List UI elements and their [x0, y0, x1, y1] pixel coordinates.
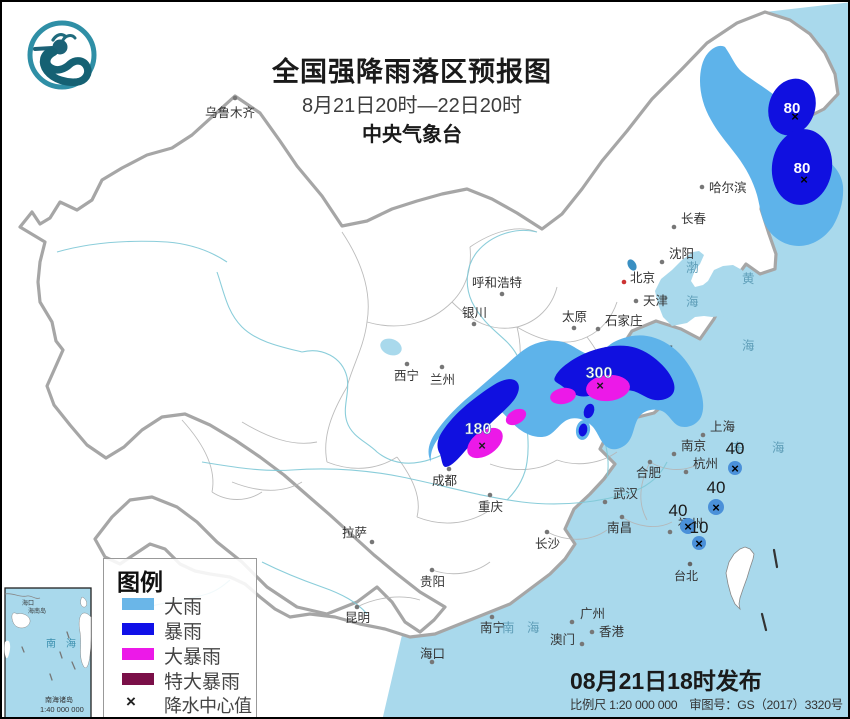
svg-text:合肥: 合肥: [636, 465, 662, 480]
svg-text:长春: 长春: [681, 212, 707, 226]
svg-text:180: 180: [465, 421, 492, 438]
svg-text:×: ×: [731, 461, 739, 476]
svg-text:上海: 上海: [710, 419, 736, 434]
svg-text:武汉: 武汉: [613, 487, 639, 501]
svg-text:香港: 香港: [599, 625, 625, 639]
svg-text:南海诸岛: 南海诸岛: [45, 695, 73, 704]
svg-text:×: ×: [791, 109, 799, 124]
svg-text:天津: 天津: [643, 294, 668, 308]
svg-text:×: ×: [800, 172, 808, 187]
svg-text:10: 10: [690, 518, 709, 537]
svg-text:拉萨: 拉萨: [342, 525, 367, 540]
svg-text:南 海: 南 海: [46, 637, 76, 650]
svg-text:海: 海: [686, 294, 699, 309]
svg-text:黄: 黄: [742, 272, 755, 286]
svg-text:贵阳: 贵阳: [420, 575, 445, 589]
svg-text:太原: 太原: [562, 309, 587, 324]
svg-text:40: 40: [707, 478, 726, 497]
svg-text:海口: 海口: [420, 646, 445, 661]
svg-text:40: 40: [726, 439, 745, 458]
svg-text:南昌: 南昌: [607, 520, 632, 535]
svg-text:×: ×: [478, 438, 486, 453]
svg-text:重庆: 重庆: [478, 499, 504, 514]
svg-text:300: 300: [586, 365, 613, 382]
svg-text:×: ×: [712, 500, 720, 515]
svg-text:1:40 000 000: 1:40 000 000: [40, 705, 84, 714]
svg-text:南 海: 南 海: [502, 620, 540, 635]
svg-text:×: ×: [695, 536, 703, 551]
svg-text:兰州: 兰州: [430, 373, 455, 387]
svg-text:渤: 渤: [686, 260, 699, 275]
svg-text:西宁: 西宁: [394, 368, 419, 383]
svg-text:杭州: 杭州: [693, 456, 718, 471]
svg-text:广州: 广州: [580, 607, 605, 621]
svg-text:海南岛: 海南岛: [28, 607, 46, 615]
svg-text:长沙: 长沙: [535, 537, 561, 551]
svg-text:南京: 南京: [681, 438, 706, 453]
svg-text:海: 海: [772, 440, 785, 455]
svg-text:昆明: 昆明: [345, 611, 370, 625]
svg-text:海: 海: [742, 338, 755, 353]
svg-text:海口: 海口: [22, 599, 34, 607]
svg-text:台北: 台北: [674, 568, 698, 583]
svg-text:呼和浩特: 呼和浩特: [472, 275, 522, 290]
svg-text:哈尔滨: 哈尔滨: [709, 180, 747, 195]
svg-text:澳门: 澳门: [550, 632, 575, 647]
svg-text:40: 40: [669, 501, 688, 520]
svg-text:北京: 北京: [630, 271, 655, 285]
svg-text:沈阳: 沈阳: [669, 246, 694, 261]
svg-text:成都: 成都: [432, 474, 458, 488]
svg-text:石家庄: 石家庄: [605, 313, 643, 328]
svg-text:银川: 银川: [462, 306, 487, 320]
